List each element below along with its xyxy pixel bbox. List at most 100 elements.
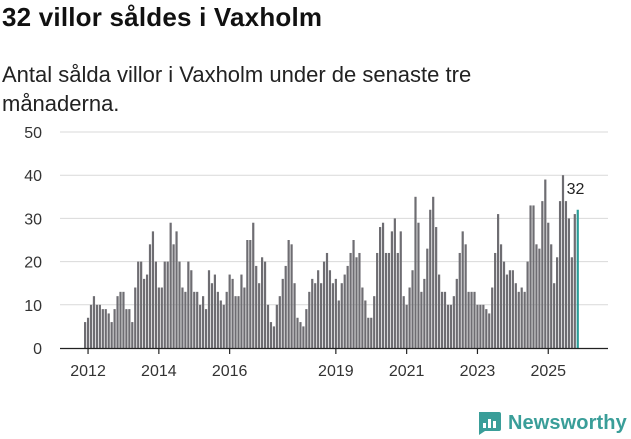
bar	[550, 244, 553, 348]
chart-title: 32 villor såldes i Vaxholm	[2, 2, 323, 32]
bar	[499, 244, 503, 348]
bar	[261, 257, 264, 348]
x-tick-label: 2012	[70, 363, 106, 380]
newsworthy-logo: Newsworthy	[476, 409, 627, 437]
bar	[240, 274, 243, 348]
bar	[426, 248, 429, 348]
bar	[219, 300, 222, 348]
bar	[225, 291, 228, 348]
bar	[148, 244, 152, 348]
bar	[296, 317, 299, 348]
bar	[234, 296, 237, 348]
bar	[181, 287, 184, 348]
bar	[514, 283, 517, 348]
bar	[131, 322, 134, 348]
bar	[340, 283, 343, 348]
x-axis-labels: 2012 2014 2016 2019 2021 2023 2025	[70, 363, 566, 380]
bar	[187, 261, 190, 348]
bar	[470, 291, 473, 348]
bar	[184, 291, 187, 348]
brand-name: Newsworthy	[508, 411, 627, 434]
bar	[92, 296, 96, 348]
bar	[119, 291, 122, 348]
bar	[252, 222, 255, 348]
bar	[163, 261, 166, 348]
bar	[308, 291, 311, 348]
bar	[228, 274, 231, 348]
bar	[169, 222, 172, 348]
bar	[134, 287, 137, 348]
bar	[556, 257, 559, 348]
x-tick-label: 2019	[318, 363, 354, 380]
bar	[529, 205, 532, 348]
bar	[104, 309, 107, 348]
bar	[322, 261, 326, 348]
bar	[314, 283, 317, 348]
bar	[122, 291, 125, 348]
bar	[178, 261, 181, 348]
bar	[479, 304, 482, 348]
bar	[446, 304, 450, 348]
bar	[154, 261, 157, 348]
bar	[564, 201, 568, 348]
bar	[494, 252, 497, 348]
bar	[160, 287, 163, 348]
bar	[140, 261, 143, 348]
bar	[272, 326, 275, 348]
bar	[175, 231, 178, 348]
bar	[166, 261, 169, 348]
bar	[429, 209, 432, 348]
bars	[84, 175, 579, 348]
bar	[258, 283, 261, 348]
bar	[440, 291, 444, 348]
bar	[547, 222, 550, 348]
bar	[355, 257, 358, 348]
chart-subtitle: Antal sålda villor i Vaxholm under de se…	[2, 62, 472, 116]
bar	[541, 201, 544, 348]
bar	[320, 283, 323, 348]
bar	[517, 291, 520, 348]
bar	[432, 196, 435, 348]
bar	[473, 291, 476, 348]
bar	[116, 296, 119, 348]
bar	[231, 278, 234, 348]
bar	[328, 270, 332, 348]
bar	[110, 322, 113, 348]
bar	[172, 244, 175, 348]
bar	[207, 270, 211, 348]
bar	[98, 304, 101, 348]
bar-chart: 0 10 20 30 40 50 2012 2014 2016 2019 2021 2023 2025…	[24, 125, 608, 380]
bar	[287, 240, 290, 348]
bar	[237, 296, 240, 348]
y-tick-label: 30	[24, 211, 42, 228]
bar	[275, 304, 278, 348]
bar	[113, 309, 116, 348]
bar	[485, 309, 488, 348]
bar	[190, 270, 193, 348]
bar	[449, 304, 452, 348]
bar	[89, 304, 93, 348]
bar	[196, 291, 199, 348]
bar	[367, 317, 370, 348]
bar	[331, 283, 334, 348]
bar	[423, 278, 426, 348]
bar	[384, 252, 388, 348]
bar	[334, 278, 337, 348]
bar	[199, 304, 202, 348]
bar	[505, 274, 509, 348]
bar	[346, 265, 349, 348]
y-tick-label: 0	[33, 341, 42, 358]
bar	[553, 283, 556, 348]
bar	[364, 300, 367, 348]
bar	[210, 283, 214, 348]
bar	[95, 304, 98, 348]
bar	[411, 270, 414, 348]
bar	[269, 322, 273, 348]
bar	[438, 274, 441, 348]
x-axis	[60, 347, 608, 354]
bar	[216, 291, 219, 348]
bar	[502, 261, 506, 348]
bar	[305, 309, 308, 348]
bar	[573, 214, 576, 348]
bar	[86, 317, 90, 348]
